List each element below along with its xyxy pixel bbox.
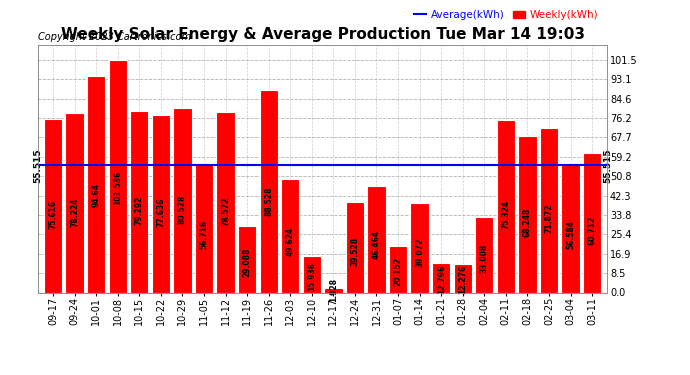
Text: 12.276: 12.276 <box>458 265 467 294</box>
Text: 49.624: 49.624 <box>286 227 295 256</box>
Bar <box>475 217 493 292</box>
Text: 55.515: 55.515 <box>603 148 612 183</box>
Text: 39.528: 39.528 <box>351 237 359 266</box>
Bar <box>389 246 407 292</box>
Text: 33.008: 33.008 <box>480 244 489 273</box>
Bar <box>259 90 278 292</box>
Bar <box>44 119 62 292</box>
Text: 20.152: 20.152 <box>393 257 402 286</box>
Text: 88.528: 88.528 <box>264 186 273 216</box>
Bar <box>497 120 515 292</box>
Bar <box>66 113 83 292</box>
Text: 60.712: 60.712 <box>588 215 597 244</box>
Text: 12.796: 12.796 <box>437 265 446 294</box>
Bar <box>562 163 580 292</box>
Bar <box>130 111 148 292</box>
Bar <box>346 202 364 292</box>
Bar <box>173 108 192 292</box>
Bar <box>411 203 428 292</box>
Text: 78.224: 78.224 <box>70 197 79 226</box>
Text: 56.584: 56.584 <box>566 220 575 249</box>
Bar <box>87 76 106 292</box>
Text: 71.872: 71.872 <box>544 204 553 233</box>
Bar <box>195 162 213 292</box>
Text: 29.088: 29.088 <box>243 248 252 277</box>
Bar <box>432 263 451 292</box>
Text: 101.536: 101.536 <box>113 171 122 205</box>
Text: 46.464: 46.464 <box>372 230 381 259</box>
Bar <box>540 128 558 292</box>
Text: 39.072: 39.072 <box>415 238 424 267</box>
Text: 80.528: 80.528 <box>178 195 187 224</box>
Bar <box>281 179 299 292</box>
Bar <box>583 153 601 292</box>
Text: 78.572: 78.572 <box>221 197 230 226</box>
Title: Weekly Solar Energy & Average Production Tue Mar 14 19:03: Weekly Solar Energy & Average Production… <box>61 27 584 42</box>
Bar <box>303 256 321 292</box>
Text: 56.716: 56.716 <box>199 219 208 249</box>
Bar <box>324 288 342 292</box>
Bar <box>217 112 235 292</box>
Legend: Average(kWh), Weekly(kWh): Average(kWh), Weekly(kWh) <box>410 6 602 24</box>
Text: 68.248: 68.248 <box>523 207 532 237</box>
Text: 75.324: 75.324 <box>502 200 511 230</box>
Bar <box>453 264 472 292</box>
Text: 1.928: 1.928 <box>329 278 338 302</box>
Text: Copyright 2023 Cartronics.com: Copyright 2023 Cartronics.com <box>38 32 191 42</box>
Text: 79.292: 79.292 <box>135 196 144 225</box>
Text: 77.636: 77.636 <box>157 198 166 227</box>
Bar <box>367 186 386 292</box>
Text: 15.936: 15.936 <box>307 262 316 291</box>
Text: 94.64: 94.64 <box>92 183 101 207</box>
Bar <box>108 60 127 292</box>
Bar <box>238 226 256 292</box>
Text: 75.616: 75.616 <box>48 200 57 229</box>
Text: 55.515: 55.515 <box>33 148 42 183</box>
Bar <box>152 115 170 292</box>
Bar <box>518 136 537 292</box>
